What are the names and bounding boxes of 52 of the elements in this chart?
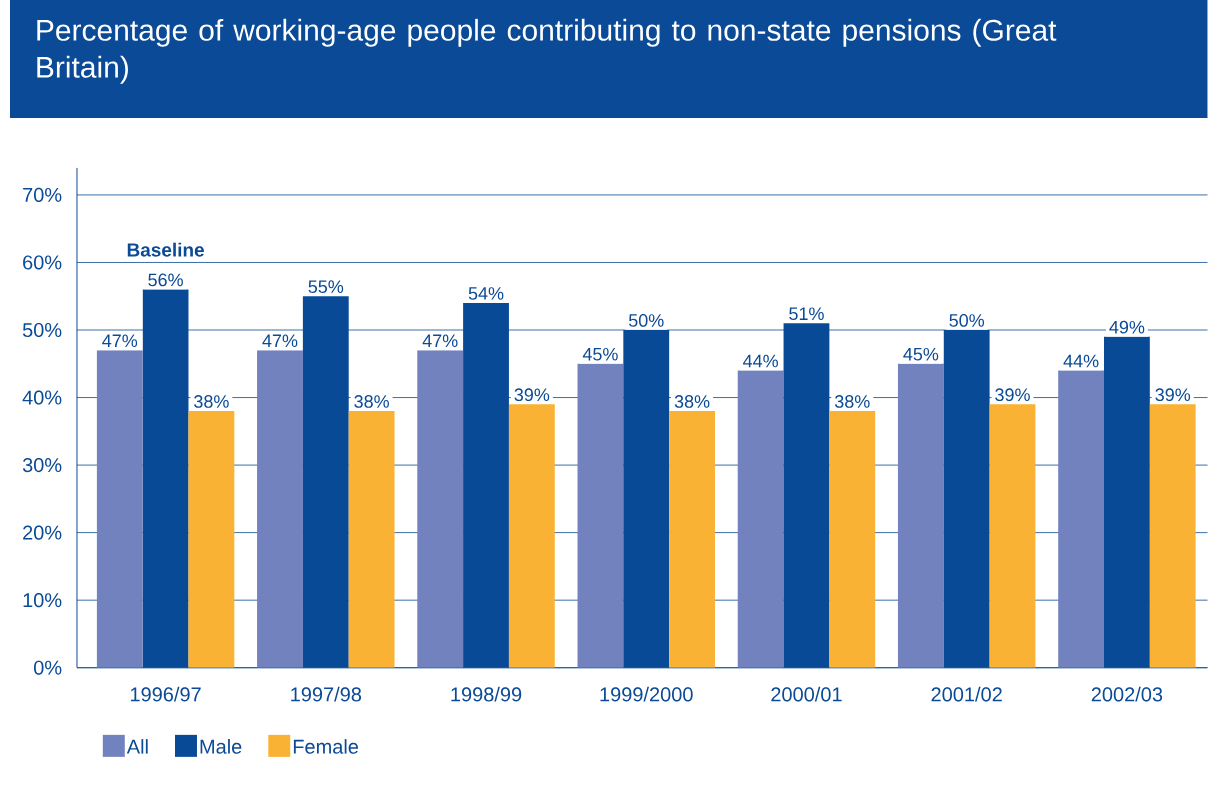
legend-label: Male	[200, 739, 242, 754]
bar	[188, 411, 235, 668]
bar	[897, 363, 944, 668]
bar	[1149, 404, 1196, 668]
data-label: 49%	[1109, 320, 1145, 334]
data-label: 47%	[102, 334, 138, 348]
y-tick-label: 50%	[22, 323, 62, 338]
y-tick-label: 10%	[23, 593, 62, 608]
data-label: 39%	[514, 388, 550, 402]
y-tick-label: 70%	[23, 188, 62, 203]
bar	[669, 411, 715, 668]
legend-label: Female	[293, 739, 359, 754]
y-tick-label: 60%	[23, 255, 62, 270]
data-label: 44%	[743, 354, 779, 368]
y-tick-label: 20%	[23, 525, 62, 540]
data-label: 47%	[262, 334, 298, 348]
data-label: 50%	[628, 314, 664, 327]
data-label: 50%	[949, 314, 985, 327]
bar	[737, 370, 784, 668]
x-tick-label: 2002/03	[1091, 687, 1163, 702]
x-tick-label: 1997/98	[291, 687, 362, 702]
data-label: 39%	[995, 388, 1030, 402]
annotation: Baseline	[127, 242, 204, 257]
data-label: 45%	[582, 348, 618, 361]
x-tick-label: 2000/01	[771, 687, 842, 702]
y-tick-label: 30%	[22, 458, 62, 473]
data-label: 55%	[308, 280, 344, 294]
y-tick-label: 40%	[22, 390, 62, 405]
x-tick-label: 1998/99	[451, 687, 522, 702]
bar	[348, 411, 395, 668]
bar	[1058, 370, 1104, 668]
data-label: 51%	[789, 307, 824, 321]
bar	[577, 363, 624, 668]
data-label: 38%	[834, 395, 870, 409]
data-label: 38%	[674, 395, 710, 409]
y-tick-label: 0%	[34, 660, 62, 675]
data-label: 38%	[354, 395, 389, 409]
x-tick-label: 1999/2000	[600, 687, 693, 702]
bar	[508, 404, 555, 668]
chart-title: Percentage of working-age people contributing to non-state pensions (Great Britain)	[37, 19, 1057, 84]
data-label: 54%	[468, 287, 504, 300]
legend-label: All	[126, 739, 148, 754]
x-tick-label: 2001/02	[931, 687, 1002, 702]
bar	[989, 404, 1036, 668]
bar	[829, 411, 876, 668]
data-label: 56%	[148, 273, 183, 287]
x-tick-label: 1996/97	[130, 687, 201, 702]
data-label: 44%	[1063, 354, 1099, 368]
data-label: 39%	[1155, 388, 1191, 402]
data-label: 38%	[194, 395, 229, 409]
data-label: 45%	[903, 348, 939, 361]
data-label: 47%	[422, 334, 458, 348]
